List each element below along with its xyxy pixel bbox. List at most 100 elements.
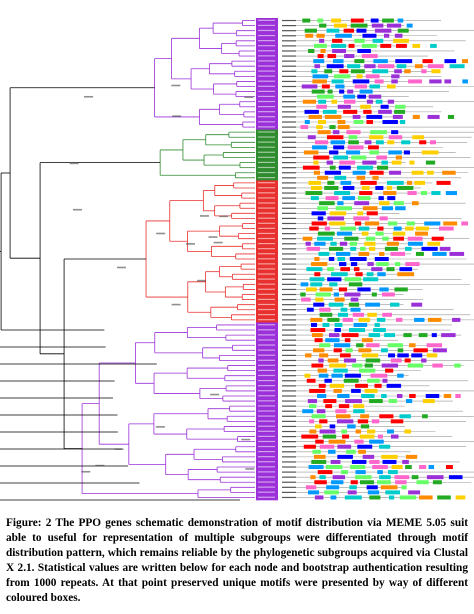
motif-box: [421, 358, 427, 363]
motif-box: [386, 267, 395, 272]
motif-box: [301, 297, 311, 302]
motif-box: [319, 475, 326, 480]
motif-box: [360, 180, 377, 185]
motif-box: [317, 216, 324, 221]
motif-box: [391, 465, 403, 470]
motif-box: [344, 292, 361, 297]
motif-box: [320, 48, 326, 53]
motif-box: [348, 140, 359, 145]
motif-box: [346, 130, 361, 135]
motif-box: [408, 79, 422, 84]
motif-box: [397, 28, 409, 33]
motif-box: [335, 84, 345, 89]
motif-box: [462, 79, 468, 84]
motif-box: [319, 201, 335, 206]
motif-box: [357, 165, 374, 170]
motif-box: [339, 353, 351, 358]
motif-box: [354, 221, 362, 226]
motif-box: [393, 236, 404, 241]
motif-box: [348, 43, 355, 48]
motif-box: [339, 160, 356, 165]
motif-box: [395, 155, 402, 160]
motif-box: [379, 287, 389, 292]
motif-box: [353, 120, 364, 125]
motif-box: [347, 145, 364, 150]
motif-box: [357, 444, 373, 449]
motif-box: [392, 114, 403, 119]
motif-box: [344, 373, 361, 378]
motif-box: [372, 175, 379, 180]
motif-box: [328, 449, 336, 454]
motif-box: [448, 475, 463, 480]
motif-box: [351, 459, 367, 464]
motif-box: [358, 348, 372, 353]
motif-box: [348, 302, 360, 307]
motif-box: [405, 454, 418, 459]
motif-box: [462, 59, 468, 64]
motif-box: [319, 23, 327, 28]
motif-box: [386, 23, 402, 28]
motif-box: [314, 257, 320, 261]
motif-box: [366, 272, 374, 277]
motif-box: [449, 251, 465, 256]
motif-box: [308, 48, 315, 53]
motif-box: [325, 465, 343, 470]
motif-box: [336, 251, 351, 256]
motif-box: [407, 241, 423, 246]
motif-box: [356, 175, 366, 180]
motif-box: [461, 221, 468, 226]
motif-box: [418, 333, 428, 338]
motif-box: [380, 43, 392, 48]
motif-box: [358, 226, 370, 231]
motif-box: [330, 140, 346, 145]
motif-box: [311, 414, 326, 419]
motif-box: [370, 373, 388, 378]
motif-box: [314, 272, 321, 277]
motif-box: [319, 38, 325, 43]
motif-box: [305, 191, 323, 196]
motif-box: [302, 165, 320, 170]
motif-box: [311, 89, 325, 94]
motif-box: [354, 439, 364, 444]
motif-box: [326, 160, 334, 165]
motif-box: [313, 160, 319, 165]
motif-box: [382, 236, 389, 241]
motif-box: [356, 28, 367, 33]
motif-box: [369, 439, 384, 444]
motif-box: [354, 201, 370, 206]
motif-box: [342, 196, 356, 201]
motif-box: [329, 282, 338, 287]
motif-box: [313, 302, 325, 307]
motif-box: [388, 399, 398, 404]
motif-box: [339, 262, 347, 267]
motif-box: [350, 69, 365, 74]
motif-box: [378, 109, 392, 114]
motif-box: [357, 419, 369, 424]
motif-box: [399, 495, 417, 500]
motif-box: [312, 449, 321, 454]
motif-box: [317, 206, 329, 211]
motif-box: [382, 120, 398, 125]
motif-box: [358, 449, 366, 454]
motif-box: [318, 358, 324, 363]
phylogenetic-tree: [0, 20, 255, 501]
motif-box: [445, 465, 453, 470]
motif-box: [392, 231, 406, 236]
motif-box: [329, 211, 347, 216]
motif-box: [388, 135, 403, 140]
motif-box: [390, 251, 406, 256]
motif-box: [316, 94, 334, 99]
motif-box: [381, 292, 395, 297]
motif-box: [334, 74, 351, 79]
motif-box: [316, 104, 327, 109]
motif-box: [302, 99, 317, 104]
motif-box: [378, 196, 384, 201]
motif-box: [396, 185, 414, 190]
motif-box: [334, 328, 341, 333]
motif-box: [374, 383, 382, 388]
motif-box: [411, 170, 424, 175]
motif-box: [305, 241, 311, 246]
motif-box: [430, 43, 437, 48]
motif-box: [382, 18, 394, 23]
motif-box: [350, 18, 364, 23]
